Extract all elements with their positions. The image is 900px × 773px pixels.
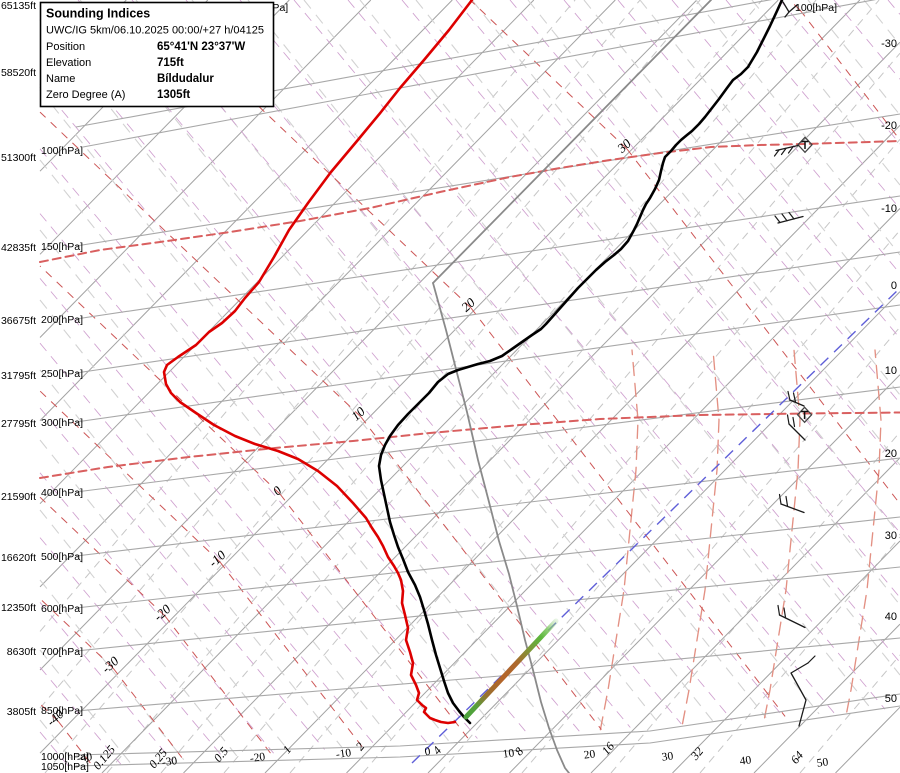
svg-text:42835ft: 42835ft [1,242,36,254]
svg-text:65°41'N 23°37'W: 65°41'N 23°37'W [157,41,245,53]
svg-text:0: 0 [424,746,432,759]
svg-text:10: 10 [885,365,897,377]
svg-text:850[hPa]: 850[hPa] [41,705,83,717]
svg-text:58520ft: 58520ft [1,67,36,79]
svg-text:36675ft: 36675ft [1,315,36,327]
svg-text:715ft: 715ft [157,57,184,69]
svg-text:Elevation: Elevation [46,57,91,69]
svg-text:-30: -30 [161,755,178,769]
svg-text:Position: Position [46,41,85,53]
svg-text:51300ft: 51300ft [1,152,36,164]
svg-text:-10: -10 [335,747,352,761]
svg-text:1305ft: 1305ft [157,89,190,101]
svg-text:250[hPa]: 250[hPa] [41,368,83,380]
svg-text:500[hPa]: 500[hPa] [41,551,83,563]
svg-text:400[hPa]: 400[hPa] [41,487,83,499]
svg-text:30: 30 [885,530,897,542]
svg-text:100[hPa]: 100[hPa] [795,2,837,14]
svg-text:Bíldudalur: Bíldudalur [157,73,214,85]
svg-text:40: 40 [885,611,897,623]
svg-text:50: 50 [885,693,897,705]
svg-text:12350ft: 12350ft [1,602,36,614]
svg-text:40: 40 [739,754,752,768]
svg-text:-40: -40 [76,751,93,765]
svg-text:50: 50 [816,756,829,770]
svg-text:Name: Name [46,73,75,85]
svg-text:20: 20 [885,448,897,460]
svg-text:27795ft: 27795ft [1,418,36,430]
svg-text:30: 30 [661,750,674,764]
svg-text:700[hPa]: 700[hPa] [41,646,83,658]
svg-text:-20: -20 [249,751,266,765]
svg-text:31795ft: 31795ft [1,370,36,382]
svg-text:3805ft: 3805ft [7,706,36,718]
svg-text:65135ft: 65135ft [1,0,36,12]
svg-text:1050[hPa]: 1050[hPa] [41,761,89,773]
svg-text:300[hPa]: 300[hPa] [41,417,83,429]
svg-text:-10: -10 [881,203,897,215]
svg-text:8630ft: 8630ft [7,646,36,658]
svg-text:200[hPa]: 200[hPa] [41,314,83,326]
svg-text:150[hPa]: 150[hPa] [41,241,83,253]
svg-text:-20: -20 [881,120,897,132]
svg-text:600[hPa]: 600[hPa] [41,603,83,615]
svg-text:20: 20 [583,748,596,762]
svg-text:Sounding Indices: Sounding Indices [46,7,150,21]
svg-text:-30: -30 [881,38,897,50]
svg-text:1000[hPa]: 1000[hPa] [41,751,89,763]
svg-text:UWC/IG 5km/06.10.2025 00:00/+2: UWC/IG 5km/06.10.2025 00:00/+27 h/04125 [46,25,264,37]
svg-text:0: 0 [891,280,897,292]
svg-text:21590ft: 21590ft [1,491,36,503]
svg-text:Zero Degree (A): Zero Degree (A) [46,89,125,101]
svg-text:10: 10 [502,747,515,761]
svg-text:100[hPa]: 100[hPa] [41,145,83,157]
svg-text:16620ft: 16620ft [1,552,36,564]
